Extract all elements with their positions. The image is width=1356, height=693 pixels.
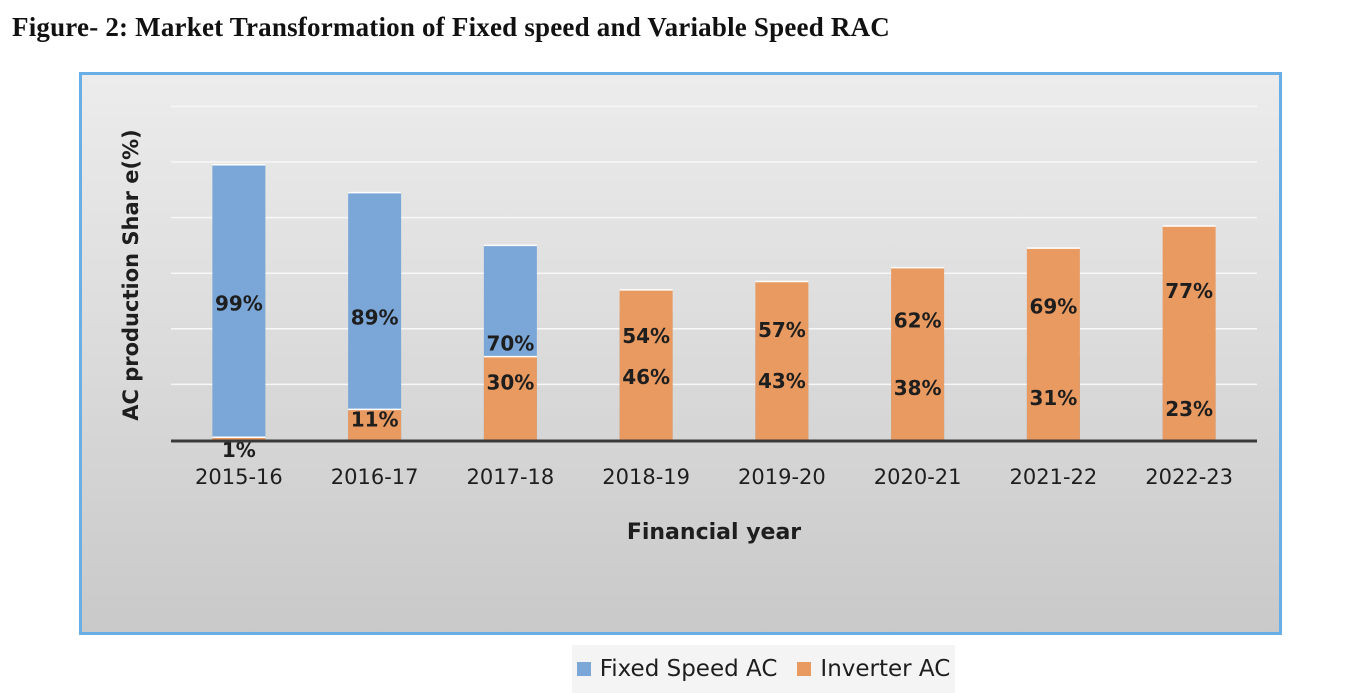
data-label-fixed-speed: 46% [622, 365, 670, 389]
legend-label-fixed-speed: Fixed Speed AC [599, 656, 778, 682]
bar-inverter [891, 267, 945, 440]
x-tick-label: 2018-19 [602, 465, 690, 489]
data-labels: 99%1%89%11%70%30% 46%54%43%57%38%62%31%69… [215, 279, 1213, 462]
bar-inverter [755, 281, 809, 440]
data-label-fixed-speed: 43% [758, 369, 806, 393]
x-tick-label: 2019-20 [738, 465, 826, 489]
data-label-inverter: 54% [622, 324, 670, 348]
data-label-inverter: 30% [486, 371, 534, 395]
data-label-fixed-speed: 89% [351, 305, 399, 329]
chart-legend: Fixed Speed AC Inverter AC [572, 645, 955, 693]
data-label-fixed-speed: 70% [486, 332, 534, 356]
data-label-fixed-speed: 23% [1165, 397, 1213, 421]
bar-inverter [348, 409, 402, 440]
x-tick-label: 2020-21 [874, 465, 962, 489]
legend-label-inverter: Inverter AC [820, 656, 951, 682]
data-label-inverter: 77% [1165, 279, 1213, 303]
bar-fixed-speed [348, 192, 402, 440]
y-axis-title: AC production Shar e(%) [119, 129, 143, 421]
legend-item-fixed-speed: Fixed Speed AC [576, 656, 778, 682]
bar-inverter [1162, 225, 1216, 440]
chart-frame: 99% 1% 89% 11% 70% 30% 46% 54% 43% 57% 38% 62% 31% 69… [79, 72, 1282, 693]
bars [212, 164, 1216, 440]
legend-item-inverter: Inverter AC [797, 656, 950, 682]
data-label-inverter: 62% [894, 308, 942, 332]
x-tick-labels: 2015-16 2016-17 2017-18 2018-19 2019-20 2020-… [195, 465, 1233, 489]
legend-swatch-fixed-speed [576, 662, 591, 676]
x-tick-label: 2016-17 [331, 465, 419, 489]
x-tick-label: 2017-18 [467, 465, 555, 489]
bar-inverter [212, 437, 266, 440]
chart-plot: 99%1%89%11%70%30% 46%54%43%57%38%62%31%69… [119, 105, 1257, 545]
legend-swatch-inverter [797, 662, 812, 676]
data-label-fixed-speed: 38% [894, 376, 942, 400]
figure-title: Figure- 2: Market Transformation of Fixe… [12, 12, 890, 42]
data-label-inverter: 11% [351, 408, 399, 432]
bar-fixed-speed [212, 164, 266, 440]
x-tick-label: 2022-23 [1145, 465, 1233, 489]
bar-inverter [619, 289, 673, 440]
data-label-inverter: 57% [758, 318, 806, 342]
data-label-fixed-speed: 99% [215, 291, 263, 315]
x-tick-label: 2021-22 [1010, 465, 1098, 489]
bar-inverter [1026, 248, 1080, 440]
gridlines [171, 105, 1257, 386]
x-tick-label: 2015-16 [195, 465, 283, 489]
data-label-fixed-speed: 31% [1029, 386, 1077, 410]
x-axis-title: Financial year [627, 520, 801, 545]
data-label-inverter: 69% [1029, 295, 1077, 319]
bar-inverter [483, 356, 537, 440]
